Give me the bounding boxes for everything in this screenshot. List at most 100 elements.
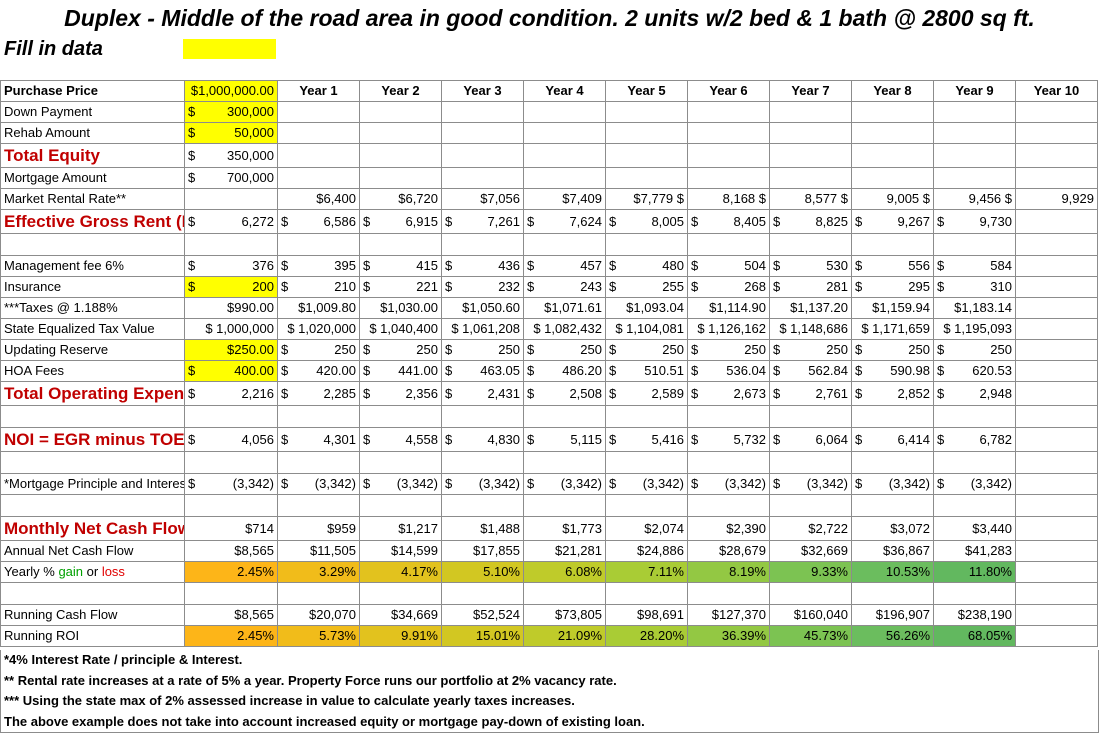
empty-cell[interactable] <box>1015 405 1098 428</box>
noi-value[interactable]: $5,115 <box>523 427 606 452</box>
empty-cell[interactable] <box>687 582 770 605</box>
empty-cell[interactable] <box>851 167 934 189</box>
empty-cell[interactable] <box>523 451 606 474</box>
empty-cell[interactable] <box>605 451 688 474</box>
annual-ncf-value[interactable]: $11,505 <box>277 540 360 562</box>
empty-cell[interactable] <box>441 494 524 517</box>
empty-cell[interactable] <box>441 143 524 168</box>
taxes-value[interactable]: $1,114.90 <box>687 297 770 319</box>
egr-value[interactable]: $8,825 <box>769 209 852 234</box>
empty-cell[interactable] <box>851 451 934 474</box>
updating-reserve-value[interactable]: $250 <box>851 339 934 361</box>
mortgage-pi-value[interactable]: $ (3,342) <box>184 473 278 495</box>
empty-cell[interactable] <box>687 101 770 123</box>
row-label[interactable]: Purchase Price <box>0 80 185 102</box>
mortgage-pi-value[interactable]: $ (3,342) <box>277 473 360 495</box>
year-header[interactable]: Year 6 <box>687 80 770 102</box>
taxes-value[interactable]: $1,071.61 <box>523 297 606 319</box>
market-rent-value[interactable]: 8,168 $ <box>687 188 770 210</box>
running-roi-value[interactable]: 21.09% <box>523 625 606 647</box>
empty-cell[interactable] <box>277 233 360 256</box>
insurance-value[interactable]: $310 <box>933 276 1016 298</box>
taxes-value[interactable]: $1,137.20 <box>769 297 852 319</box>
insurance-value[interactable]: $268 <box>687 276 770 298</box>
taxes-value[interactable]: $990.00 <box>184 297 278 319</box>
running-roi-value[interactable]: 5.73% <box>277 625 360 647</box>
empty-cell[interactable] <box>605 122 688 144</box>
empty-cell[interactable] <box>359 494 442 517</box>
hoa-value[interactable]: $510.51 <box>605 360 688 382</box>
hoa-value[interactable]: $562.84 <box>769 360 852 382</box>
empty-cell[interactable] <box>769 451 852 474</box>
state-tax-value[interactable]: $ 1,082,432 <box>523 318 606 340</box>
running-cf-value[interactable]: $238,190 <box>933 604 1016 626</box>
management-value[interactable]: $556 <box>851 255 934 277</box>
empty-cell[interactable] <box>687 143 770 168</box>
taxes-value[interactable]: $1,030.00 <box>359 297 442 319</box>
empty-cell[interactable] <box>277 582 360 605</box>
empty-cell[interactable] <box>687 122 770 144</box>
toe-value[interactable]: $2,285 <box>277 381 360 406</box>
year-header[interactable]: Year 5 <box>605 80 688 102</box>
empty-cell[interactable] <box>184 582 278 605</box>
empty-cell[interactable] <box>933 233 1016 256</box>
empty-cell[interactable] <box>769 494 852 517</box>
state-tax-value[interactable]: $ 1,148,686 <box>769 318 852 340</box>
empty-cell[interactable] <box>769 143 852 168</box>
empty-cell[interactable] <box>1015 297 1098 319</box>
empty-cell[interactable] <box>441 122 524 144</box>
annual-ncf-value[interactable]: $21,281 <box>523 540 606 562</box>
empty-cell[interactable] <box>359 451 442 474</box>
row-label[interactable]: State Equalized Tax Value <box>0 318 185 340</box>
monthly-ncf-value[interactable]: $714 <box>184 516 278 541</box>
empty-cell[interactable] <box>851 494 934 517</box>
market-rent-value[interactable]: $7,056 <box>441 188 524 210</box>
empty-cell[interactable] <box>184 451 278 474</box>
noi-value[interactable]: $4,830 <box>441 427 524 452</box>
empty-cell[interactable] <box>523 494 606 517</box>
empty-cell[interactable] <box>523 122 606 144</box>
running-cf-value[interactable]: $20,070 <box>277 604 360 626</box>
empty-cell[interactable] <box>359 167 442 189</box>
empty-cell[interactable] <box>441 167 524 189</box>
insurance-value[interactable]: $281 <box>769 276 852 298</box>
noi-value[interactable]: $6,782 <box>933 427 1016 452</box>
empty-cell[interactable] <box>933 494 1016 517</box>
empty-cell[interactable] <box>605 233 688 256</box>
annual-ncf-value[interactable]: $8,565 <box>184 540 278 562</box>
updating-reserve-value[interactable]: $250 <box>933 339 1016 361</box>
empty-cell[interactable] <box>687 167 770 189</box>
insurance-value[interactable]: $243 <box>523 276 606 298</box>
empty-cell[interactable] <box>1015 339 1098 361</box>
year-header[interactable]: Year 1 <box>277 80 360 102</box>
empty-cell[interactable] <box>1015 122 1098 144</box>
market-rent-value[interactable]: $7,409 <box>523 188 606 210</box>
empty-cell[interactable] <box>277 494 360 517</box>
year-header[interactable]: Year 3 <box>441 80 524 102</box>
row-label[interactable]: Yearly % gain or loss <box>0 561 185 583</box>
empty-cell[interactable] <box>933 143 1016 168</box>
annual-ncf-value[interactable]: $41,283 <box>933 540 1016 562</box>
annual-ncf-value[interactable]: $14,599 <box>359 540 442 562</box>
empty-cell[interactable] <box>769 101 852 123</box>
empty-cell[interactable] <box>851 233 934 256</box>
year-header[interactable]: Year 7 <box>769 80 852 102</box>
egr-value[interactable]: $8,005 <box>605 209 688 234</box>
empty-cell[interactable] <box>769 582 852 605</box>
noi-value[interactable]: $6,064 <box>769 427 852 452</box>
yearly-pct-value[interactable]: 3.29% <box>277 561 360 583</box>
updating-reserve-value[interactable]: $250 <box>277 339 360 361</box>
row-label[interactable]: Insurance <box>0 276 185 298</box>
monthly-ncf-value[interactable]: $1,488 <box>441 516 524 541</box>
empty-cell[interactable] <box>1015 255 1098 277</box>
mortgage-pi-value[interactable]: $ (3,342) <box>605 473 688 495</box>
empty-cell[interactable] <box>933 405 1016 428</box>
taxes-value[interactable]: $1,009.80 <box>277 297 360 319</box>
empty-cell[interactable] <box>277 451 360 474</box>
updating-reserve-value[interactable]: $250 <box>441 339 524 361</box>
egr-value[interactable]: $6,272 <box>184 209 278 234</box>
empty-cell[interactable] <box>1015 473 1098 495</box>
empty-cell[interactable] <box>1015 360 1098 382</box>
insurance-value[interactable]: $200 <box>184 276 278 298</box>
hoa-value[interactable]: $486.20 <box>523 360 606 382</box>
